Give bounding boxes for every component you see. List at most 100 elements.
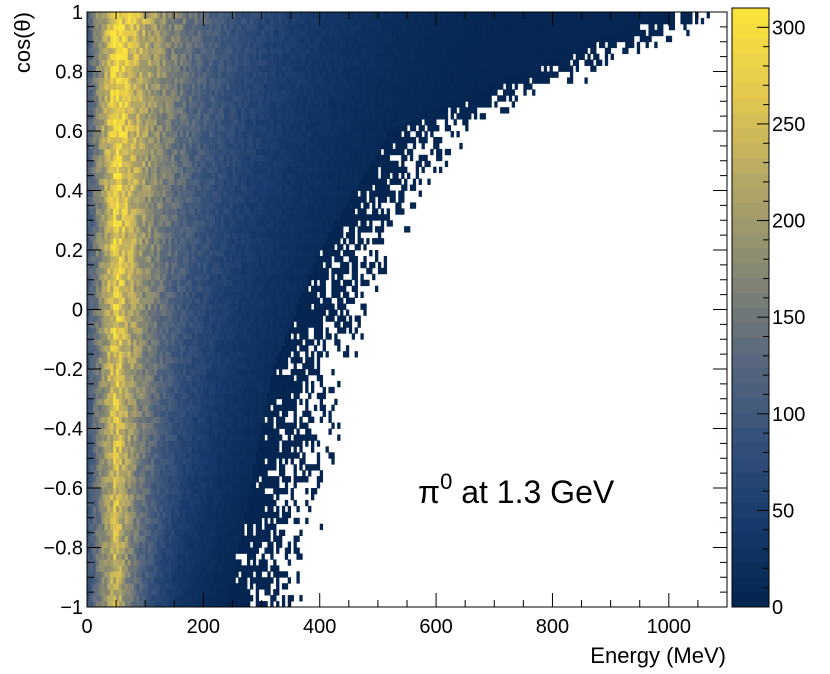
heatmap-cell xyxy=(220,255,225,263)
heatmap-cell xyxy=(308,232,312,239)
heatmap-cell xyxy=(209,238,213,245)
heatmap-cell xyxy=(249,392,254,400)
heatmap-cell xyxy=(264,392,268,400)
heatmap-cell xyxy=(334,232,338,239)
heatmap-cell xyxy=(162,595,166,602)
heatmap-cell xyxy=(174,499,178,507)
heatmap-cell xyxy=(203,416,207,423)
heatmap-cell xyxy=(200,458,204,465)
heatmap-cell xyxy=(148,392,152,400)
heatmap-cell xyxy=(180,422,184,429)
heatmap-cell xyxy=(89,595,94,602)
heatmap-cell xyxy=(168,464,172,471)
heatmap-cell xyxy=(142,493,146,501)
heatmap-cell xyxy=(209,583,213,590)
heatmap-cell xyxy=(124,255,129,263)
heatmap-cell xyxy=(92,535,97,542)
heatmap-cell xyxy=(92,374,97,382)
heatmap-cell xyxy=(127,380,132,388)
heatmap-cell xyxy=(337,315,341,322)
heatmap-cell xyxy=(165,238,169,245)
heatmap-cell xyxy=(110,517,114,525)
heatmap-cell xyxy=(279,535,283,542)
heatmap-cell xyxy=(200,291,204,298)
heatmap-cell xyxy=(171,410,175,417)
heatmap-cell xyxy=(110,410,114,417)
heatmap-cell xyxy=(331,404,335,412)
heatmap-cell xyxy=(133,345,137,352)
heatmap-cell xyxy=(287,404,292,412)
heatmap-cell xyxy=(194,261,198,269)
heatmap-cell xyxy=(276,363,280,370)
heatmap-cell xyxy=(104,440,108,447)
heatmap-cell xyxy=(220,470,225,477)
heatmap-cell xyxy=(136,321,140,328)
heatmap-cell xyxy=(279,244,283,251)
heatmap-cell xyxy=(313,369,318,376)
heatmap-cell xyxy=(180,446,184,453)
heatmap-cell xyxy=(194,577,198,584)
heatmap-cell xyxy=(136,357,140,364)
heatmap-cell xyxy=(270,416,274,423)
heatmap-cell xyxy=(258,422,262,429)
heatmap-cell xyxy=(200,565,204,572)
heatmap-cell xyxy=(124,565,129,572)
heatmap-cell xyxy=(139,476,143,483)
heatmap-cell xyxy=(316,464,321,471)
heatmap-cell xyxy=(212,374,216,382)
heatmap-cell xyxy=(142,339,146,346)
heatmap-cell xyxy=(107,541,111,548)
heatmap-cell xyxy=(249,416,254,423)
heatmap-cell xyxy=(98,422,102,429)
heatmap-cell xyxy=(168,499,172,507)
heatmap-cell xyxy=(217,404,222,412)
heatmap-cell xyxy=(273,315,277,322)
heatmap-cell xyxy=(357,238,361,245)
heatmap-cell xyxy=(119,428,123,435)
heatmap-cell xyxy=(87,505,91,513)
heatmap-cell xyxy=(116,571,120,578)
heatmap-cell xyxy=(165,595,169,602)
heatmap-cell xyxy=(290,291,294,298)
heatmap-cell xyxy=(287,261,292,269)
heatmap-cell xyxy=(255,250,260,257)
heatmap-cell xyxy=(121,589,126,596)
heatmap-cell xyxy=(98,244,102,251)
heatmap-cell xyxy=(232,250,236,257)
heatmap-cell xyxy=(215,297,219,304)
heatmap-cell xyxy=(89,601,94,608)
heatmap-cell xyxy=(249,446,254,453)
heatmap-cell xyxy=(380,238,385,245)
heatmap-cell xyxy=(113,273,117,281)
heatmap-cell xyxy=(212,232,216,239)
heatmap-cell xyxy=(249,255,254,263)
heatmap-cell xyxy=(159,321,164,328)
heatmap-cell xyxy=(270,297,274,304)
heatmap-cell xyxy=(226,601,230,608)
heatmap-cell xyxy=(136,267,140,275)
heatmap-cell xyxy=(165,434,169,441)
heatmap-cell xyxy=(159,553,164,560)
heatmap-cell xyxy=(113,339,117,346)
heatmap-cell xyxy=(267,339,271,346)
heatmap-cell xyxy=(232,261,236,269)
heatmap-cell xyxy=(116,285,120,293)
heatmap-cell xyxy=(212,392,216,400)
heatmap-cell xyxy=(238,267,242,275)
heatmap-cell xyxy=(241,583,245,590)
heatmap-cell xyxy=(241,327,245,334)
heatmap-cell xyxy=(87,452,91,459)
heatmap-cell xyxy=(151,357,155,364)
heatmap-cell xyxy=(241,303,245,310)
heatmap-cell xyxy=(119,339,123,346)
heatmap-cell xyxy=(220,345,225,352)
heatmap-cell xyxy=(249,232,254,239)
heatmap-cell xyxy=(217,511,222,519)
heatmap-cell xyxy=(241,255,245,263)
heatmap-cell xyxy=(197,291,201,298)
heatmap-cell xyxy=(171,261,175,269)
heatmap-cell xyxy=(92,523,97,531)
heatmap-cell xyxy=(331,244,335,251)
heatmap-cell xyxy=(273,244,277,251)
heatmap-cell xyxy=(261,363,265,370)
